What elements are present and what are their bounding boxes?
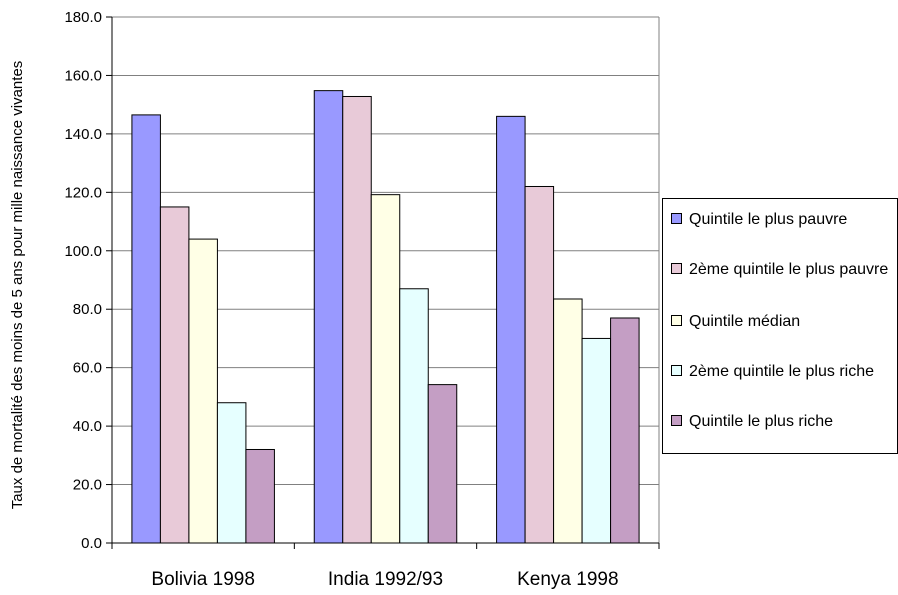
y-tick-label: 0.0 <box>81 535 102 552</box>
y-tick-label: 120.0 <box>64 184 102 201</box>
bar <box>313 90 344 544</box>
y-tick-label: 80.0 <box>73 301 102 318</box>
bar <box>131 114 161 544</box>
legend-item: Quintile le plus riche <box>671 411 833 433</box>
bar <box>245 448 275 544</box>
legend-swatch <box>671 213 682 224</box>
y-tick-label: 40.0 <box>73 418 102 435</box>
bar <box>188 238 218 544</box>
legend-label: 2ème quintile le plus pauvre <box>689 261 889 278</box>
y-tick-label: 60.0 <box>73 360 102 377</box>
legend-swatch <box>671 315 682 326</box>
bar <box>427 384 458 544</box>
bar <box>216 402 247 544</box>
x-tick-label: Kenya 1998 <box>517 569 618 590</box>
legend: Quintile le plus pauvre 2ème quintile le … <box>662 198 898 454</box>
legend-item: Quintile médian <box>671 311 800 333</box>
legend-swatch <box>671 415 682 426</box>
y-tick-label: 20.0 <box>73 477 102 494</box>
legend-label: 2ème quintile le plus riche <box>689 363 874 380</box>
x-tick-labels: Bolivia 1998 India 1992/93 Kenya 1998 <box>151 569 618 590</box>
legend-item: 2ème quintile le plus riche <box>671 361 874 383</box>
y-tick-labels: 0.0 20.0 40.0 60.0 80.0 100.0 120.0 140.0 160.0 1… <box>64 9 102 552</box>
y-tick-label: 180.0 <box>64 9 102 26</box>
legend-label: Quintile le plus riche <box>689 413 834 430</box>
bars <box>131 90 640 544</box>
x-tick-label: India 1992/93 <box>328 569 443 590</box>
bar <box>581 337 612 544</box>
bar <box>553 298 583 544</box>
axes <box>106 16 660 549</box>
legend-item: Quintile le plus pauvre <box>671 209 847 231</box>
y-axis-label: Taux de mortalité des moins de 5 ans pou… <box>9 61 26 510</box>
y-tick-label: 100.0 <box>64 243 102 260</box>
legend-swatch <box>671 365 682 376</box>
y-tick-label: 160.0 <box>64 67 102 84</box>
legend-label: Quintile médian <box>689 313 801 330</box>
bar <box>399 288 429 544</box>
legend-label: Quintile le plus pauvre <box>689 211 848 228</box>
legend-swatch <box>671 263 682 274</box>
y-tick-label: 140.0 <box>64 126 102 143</box>
bar <box>524 185 555 544</box>
legend-item: 2ème quintile le plus pauvre <box>671 259 888 281</box>
bar <box>610 317 640 544</box>
bar <box>496 115 526 544</box>
bar <box>159 206 190 544</box>
bar <box>370 194 401 544</box>
bar <box>342 95 372 544</box>
x-tick-label: Bolivia 1998 <box>151 569 255 590</box>
